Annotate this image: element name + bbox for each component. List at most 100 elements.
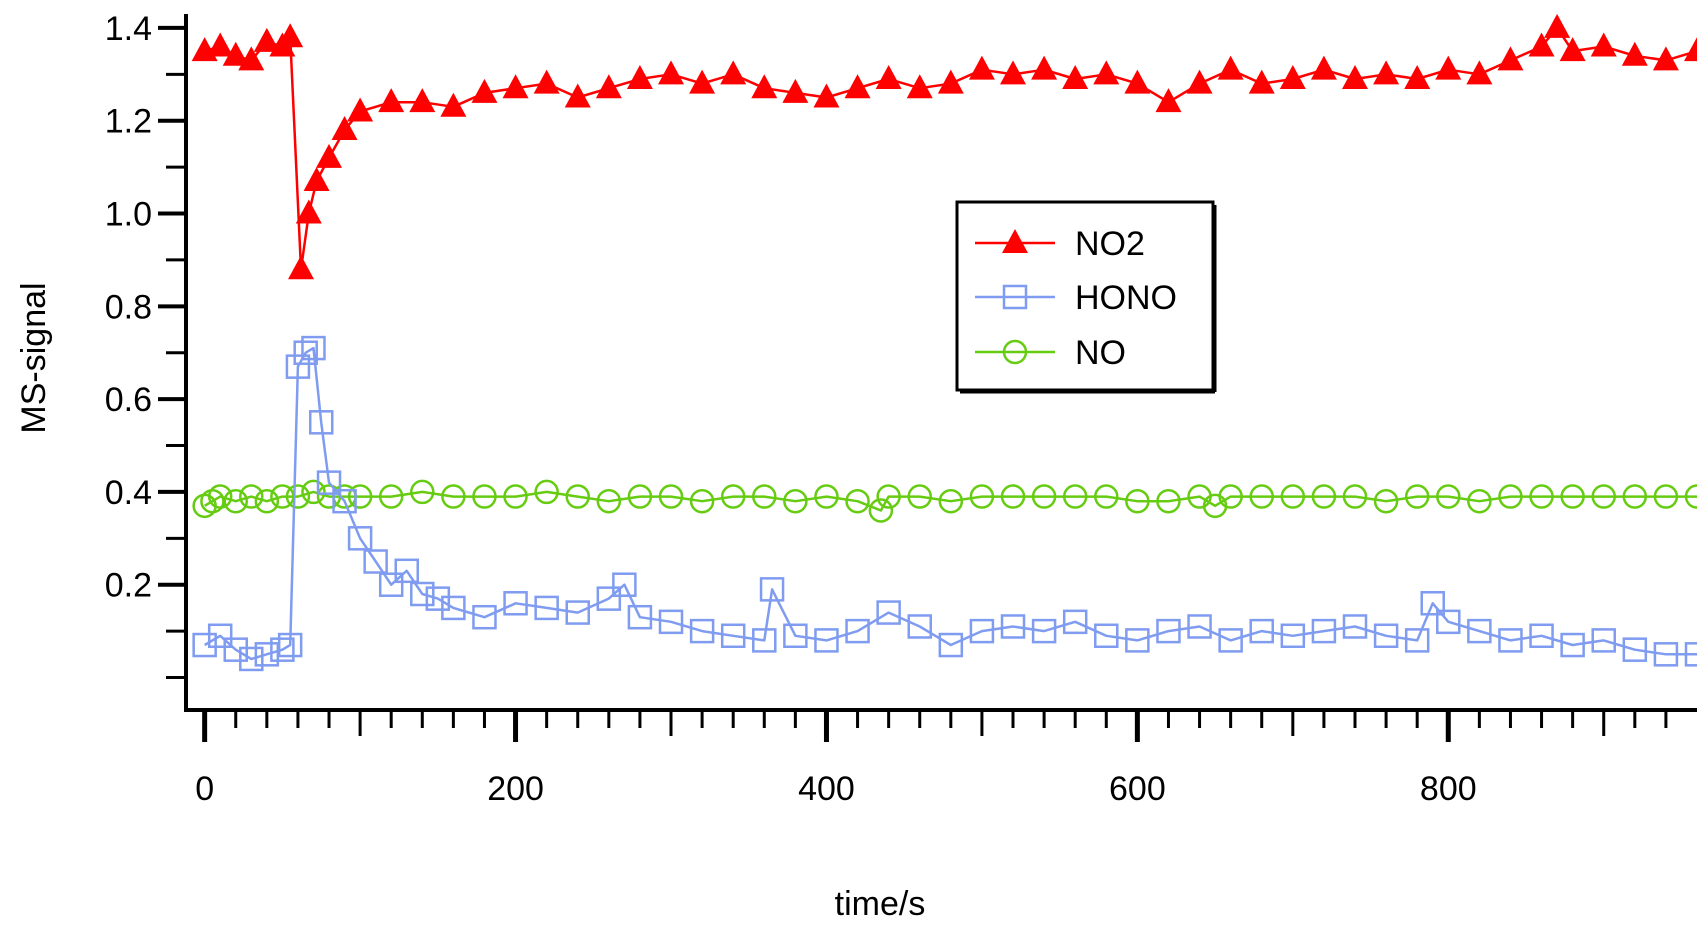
data-point-hono — [394, 558, 419, 584]
data-point-no — [783, 488, 808, 514]
data-point-hono — [1342, 614, 1368, 639]
data-point-hono — [1529, 623, 1554, 649]
data-point-no — [868, 498, 894, 523]
data-point-hono — [658, 609, 684, 635]
data-point-no2 — [347, 97, 374, 122]
legend-swatch-marker — [1002, 339, 1028, 365]
data-point-no — [1684, 484, 1697, 509]
data-point-hono — [410, 581, 435, 607]
data-point-no2 — [1062, 64, 1089, 89]
y-tick-label: 0.2 — [105, 567, 152, 605]
data-point-no2 — [906, 74, 933, 99]
y-tick-label: 0.4 — [105, 474, 152, 512]
data-point-hono — [1404, 628, 1430, 653]
series-hono — [192, 335, 1697, 672]
x-tick-label: 400 — [798, 770, 855, 808]
data-point-no2 — [303, 167, 330, 192]
data-point-no2 — [1279, 64, 1306, 89]
data-point-no2 — [937, 69, 964, 94]
data-point-hono — [363, 549, 388, 574]
data-point-no — [907, 484, 932, 509]
legend-item-hono: HONO — [975, 279, 1177, 317]
data-point-no2 — [253, 27, 280, 52]
data-point-no — [1311, 484, 1337, 509]
data-point-hono — [938, 632, 964, 658]
data-point-hono — [845, 618, 870, 644]
data-point-no2 — [440, 92, 467, 117]
x-tick-label: 0 — [195, 770, 214, 808]
data-point-no2 — [1466, 60, 1493, 85]
data-point-no2 — [409, 88, 436, 113]
data-point-no2 — [1435, 55, 1462, 80]
data-point-no — [627, 484, 653, 509]
data-point-hono — [277, 632, 303, 658]
data-point-no — [410, 479, 435, 505]
data-point-no — [534, 479, 559, 505]
data-point-hono — [308, 410, 334, 435]
data-point-hono — [612, 572, 637, 597]
data-point-hono — [907, 614, 932, 639]
data-point-hono — [969, 618, 995, 644]
data-point-no — [814, 484, 839, 509]
data-point-no2 — [1342, 64, 1369, 89]
data-point-hono — [876, 600, 901, 625]
data-point-hono — [1420, 591, 1445, 616]
data-point-hono — [285, 354, 311, 379]
data-point-no2 — [1559, 37, 1586, 62]
data-point-hono — [332, 488, 357, 514]
data-point-hono — [1000, 614, 1026, 639]
data-point-no2 — [689, 69, 716, 94]
data-point-hono — [441, 595, 466, 621]
data-point-no — [1467, 488, 1492, 514]
data-point-hono — [1187, 614, 1212, 639]
y-tick-label: 0.8 — [105, 288, 152, 326]
data-point-hono — [1373, 623, 1399, 649]
data-point-hono — [1653, 642, 1679, 667]
data-point-no2 — [1544, 14, 1571, 38]
data-point-hono — [1218, 628, 1243, 653]
data-point-hono — [1094, 623, 1119, 649]
data-point-no — [301, 479, 326, 505]
data-point-no2 — [1000, 60, 1027, 85]
data-point-no — [1498, 484, 1523, 509]
data-point-hono — [1280, 623, 1306, 649]
data-point-no — [1373, 488, 1399, 514]
data-point-hono — [1591, 628, 1616, 653]
data-point-hono — [759, 577, 785, 602]
data-point-no — [1622, 484, 1648, 509]
data-point-no2 — [533, 69, 560, 94]
data-point-no — [207, 484, 233, 509]
data-point-no2 — [316, 143, 343, 168]
data-point-hono — [1062, 609, 1088, 635]
data-point-no2 — [813, 83, 840, 108]
data-point-no — [1156, 488, 1181, 514]
data-point-hono — [627, 604, 653, 630]
data-point-no2 — [331, 116, 358, 140]
x-tick-label: 800 — [1420, 770, 1477, 808]
data-point-no2 — [471, 78, 498, 103]
data-point-no — [1436, 484, 1461, 509]
data-point-no2 — [1124, 69, 1151, 94]
data-point-no2 — [1684, 37, 1697, 62]
axes: 0.2 0.4 0.6 0.8 1.0 1.2 1.4 0 200 400 600 800 — [105, 10, 1697, 808]
data-point-no2 — [378, 88, 405, 113]
data-point-no — [1560, 484, 1585, 509]
legend-item-no2: NO2 — [975, 225, 1145, 263]
data-point-hono — [1560, 632, 1585, 658]
data-point-no — [472, 484, 497, 509]
data-point-hono — [752, 628, 777, 653]
data-point-no — [441, 484, 466, 509]
data-point-no2 — [238, 46, 265, 71]
data-point-no2 — [1373, 60, 1400, 85]
data-point-no — [1000, 484, 1026, 509]
data-point-no2 — [595, 74, 622, 99]
data-point-hono — [1622, 637, 1648, 662]
data-point-no2 — [1404, 64, 1431, 89]
data-point-no — [1031, 484, 1057, 509]
data-point-no2 — [1155, 88, 1182, 113]
plot-area — [191, 14, 1697, 672]
data-point-no2 — [295, 199, 322, 224]
data-point-hono — [239, 646, 264, 672]
data-point-no — [1591, 484, 1616, 509]
